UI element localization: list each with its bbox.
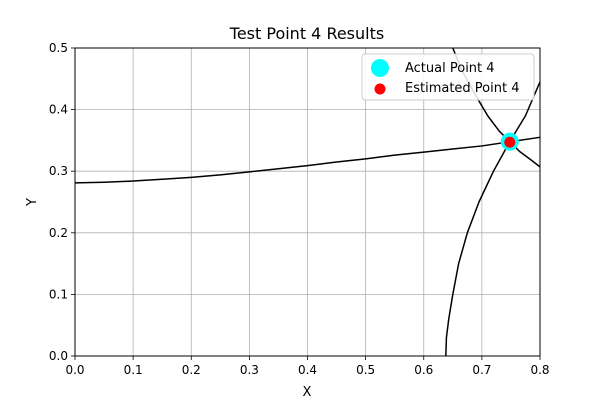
y-tick-label: 0.5 xyxy=(49,41,68,55)
y-axis-label: Y xyxy=(25,198,40,207)
curve-line-2 xyxy=(445,81,541,357)
x-tick-label: 0.3 xyxy=(240,363,259,377)
x-tick-label: 0.4 xyxy=(298,363,317,377)
y-axis-ticks: 0.0 0.1 0.2 0.3 0.4 0.5 xyxy=(49,41,75,363)
x-tick-label: 0.7 xyxy=(472,363,491,377)
x-tick-label: 0.8 xyxy=(530,363,549,377)
legend-marker-actual xyxy=(371,59,389,77)
legend-box xyxy=(361,53,535,101)
x-tick-label: 0.1 xyxy=(124,363,143,377)
estimated-point-marker xyxy=(504,136,516,148)
x-axis-ticks: 0.0 0.1 0.2 0.3 0.4 0.5 0.6 0.7 0.8 xyxy=(65,356,550,377)
y-tick-label: 0.2 xyxy=(49,226,68,240)
y-tick-label: 0.1 xyxy=(49,287,68,301)
x-tick-label: 0.5 xyxy=(356,363,375,377)
y-tick-label: 0.0 xyxy=(49,349,68,363)
x-axis-label: X xyxy=(303,385,312,400)
legend: Actual Point 4 Estimated Point 4 xyxy=(361,53,535,101)
legend-marker-estimated xyxy=(374,83,386,95)
x-tick-label: 0.0 xyxy=(65,363,84,377)
x-tick-label: 0.2 xyxy=(182,363,201,377)
y-tick-label: 0.3 xyxy=(49,164,68,178)
curve-line-1 xyxy=(74,136,541,184)
legend-label-estimated: Estimated Point 4 xyxy=(405,81,520,96)
chart-title: Test Point 4 Results xyxy=(229,24,384,43)
y-tick-label: 0.4 xyxy=(49,103,68,117)
points-layer xyxy=(500,132,519,151)
legend-label-actual: Actual Point 4 xyxy=(405,61,495,76)
x-tick-label: 0.6 xyxy=(414,363,433,377)
